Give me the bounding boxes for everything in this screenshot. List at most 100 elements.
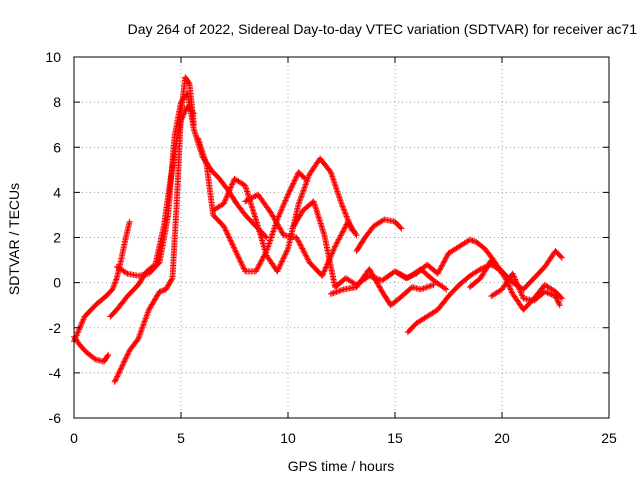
x-tick-label: 0 [70,430,78,446]
data-point [514,280,521,287]
data-point [289,181,296,188]
data-point [556,300,563,307]
data-point [111,378,118,385]
data-point [332,184,339,191]
data-point [284,247,291,254]
y-tick-label: 10 [45,49,61,65]
y-tick-label: 6 [53,139,61,155]
data-point [265,242,272,249]
data-point [303,180,310,187]
data-point [247,195,254,202]
data-point [238,261,245,268]
data-point [276,212,283,219]
data-point [331,244,338,251]
data-point [251,193,258,200]
data-point [104,352,111,359]
data-point [517,289,524,296]
data-point [136,331,143,338]
data-point [339,203,346,210]
data-point [276,210,283,217]
data-point [294,237,301,244]
data-point [278,258,285,265]
data-point [326,167,333,174]
data-point [543,289,550,296]
data-point [426,283,433,290]
data-point [79,317,86,324]
data-point [435,269,442,276]
data-point [275,265,282,272]
data-point [277,261,284,268]
data-point [137,328,144,335]
data-point [112,279,119,286]
data-point [134,337,141,344]
data-point [510,272,517,279]
plot-frame [73,56,610,419]
data-point [554,297,561,304]
data-point [123,354,130,361]
data-point [556,302,563,309]
data-point [277,209,284,216]
data-point [424,283,431,290]
data-point [138,325,145,332]
data-point [541,288,548,295]
data-point [476,266,483,273]
data-point [242,198,249,205]
data-point [331,179,338,186]
data-point [240,265,247,272]
y-axis-label: SDTVAR / TECUs [6,183,22,295]
data-point [138,327,145,334]
data-point [140,321,147,328]
data-point [74,329,81,336]
data-point [268,234,275,241]
data-point [501,273,508,280]
data-point [236,257,243,264]
data-point [322,265,329,272]
data-point [258,257,265,264]
data-point [547,290,554,297]
data-point [72,335,79,342]
data-point [339,286,346,293]
data-point [111,282,118,289]
data-point [232,248,239,255]
data-point [304,255,311,262]
data-point [91,355,98,362]
data-point [79,319,86,326]
data-point [165,282,172,289]
data-point [511,274,518,281]
x-tick-label: 5 [177,430,185,446]
data-point [80,316,87,323]
data-point [230,242,237,249]
data-point [225,190,232,197]
data-point [280,201,287,208]
data-point [228,181,235,188]
data-point [436,267,443,274]
y-tick-label: 2 [53,230,61,246]
data-point [296,197,303,204]
data-point [343,212,350,219]
data-point [410,271,417,278]
data-point [235,254,242,261]
data-point [515,283,522,290]
data-point [332,243,339,250]
data-point [123,269,130,276]
x-tick-label: 25 [601,430,617,446]
data-point [293,174,300,181]
data-point [167,278,174,285]
data-point [231,245,238,252]
data-point [330,246,337,253]
data-point [143,314,150,321]
data-point [249,194,256,201]
data-point [255,264,262,271]
y-tick-label: -2 [49,320,62,336]
data-point [168,277,175,284]
data-point [227,237,234,244]
data-point [227,186,234,193]
data-point [499,269,506,276]
data-point [516,286,523,293]
data-point [75,328,82,335]
data-point [330,289,337,296]
data-point [335,193,342,200]
data-point [338,200,345,207]
data-point [443,254,450,261]
data-point [256,261,263,268]
